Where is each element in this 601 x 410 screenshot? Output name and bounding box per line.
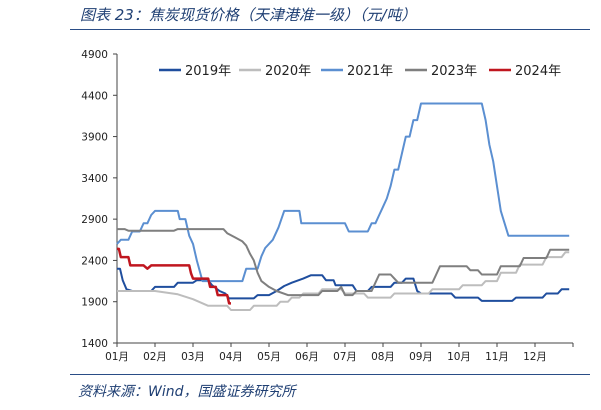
series-line-3 [117,228,570,297]
legend-label-2: 2021年 [347,64,393,79]
y-tick-label: 3400 [81,173,108,185]
figure-title: 图表 23：焦炭现货价格（天津港准一级）（元/吨） [80,6,417,24]
y-tick-labels: 1400 1900 2400 2900 3400 3900 4400 4900 [81,49,108,350]
x-tick-label: 09月 [409,351,433,363]
series-lines [116,102,570,311]
x-tick-label: 04月 [219,351,243,363]
x-tick-label: 08月 [371,351,395,363]
x-tick-label: 03月 [181,351,205,363]
y-tick-label: 3900 [81,132,108,144]
series-line-0 [117,267,570,302]
legend-label-3: 2023年 [431,64,477,79]
x-tick-label: 06月 [295,351,319,363]
y-tick-label: 1900 [81,297,108,309]
y-tick-label: 4400 [81,90,108,102]
y-tick-label: 2900 [81,214,108,226]
y-tick-label: 2400 [81,255,108,267]
x-tick-label: 12月 [523,351,547,363]
legend-label-1: 2020年 [265,64,311,79]
chart-legend: 2019年 2020年 2021年 2023年 2024年 [159,64,561,79]
x-tick-label: 01月 [105,351,129,363]
top-rule [70,29,590,30]
source-note: 资料来源：Wind，国盛证券研究所 [78,384,296,400]
legend-label-0: 2019年 [185,64,231,79]
x-tick-label: 02月 [143,351,167,363]
x-tick-labels: 01月 02月 03月 04月 05月 06月 07月 08月 09月 10月 11月 12月 [105,351,547,363]
legend-label-4: 2024年 [515,64,561,79]
bottom-rule [70,374,590,375]
x-tick-label: 07月 [333,351,357,363]
y-tick-label: 1400 [81,338,108,350]
chart-axes [113,53,574,347]
x-tick-label: 05月 [257,351,281,363]
x-tick-label: 10月 [447,351,471,363]
y-tick-label: 4900 [81,49,108,61]
x-tick-label: 11月 [485,351,509,363]
series-line-4 [117,247,231,305]
series-line-2 [116,102,570,283]
